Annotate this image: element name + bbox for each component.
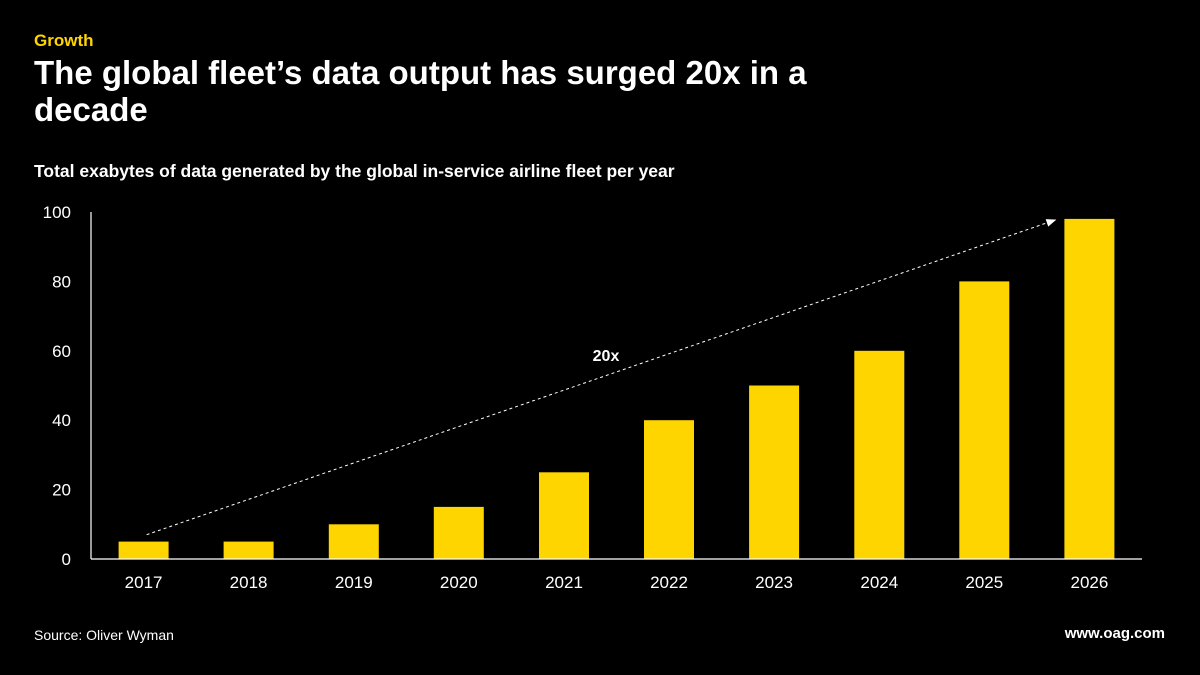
x-tick-label-2024: 2024	[860, 573, 898, 592]
bar-2021	[539, 472, 589, 560]
x-tick-label-2025: 2025	[965, 573, 1003, 592]
x-tick-label-2017: 2017	[125, 573, 163, 592]
bar-2025	[959, 281, 1010, 559]
x-tick-label-2018: 2018	[230, 573, 268, 592]
y-tick-label-60: 60	[52, 342, 71, 361]
bar-2018	[223, 541, 274, 559]
bar-2017	[118, 541, 169, 559]
y-tick-label-100: 100	[43, 203, 71, 222]
y-tick-label-20: 20	[52, 481, 71, 500]
source-note: Source: Oliver Wyman	[34, 627, 174, 643]
y-tick-label-80: 80	[52, 272, 71, 291]
chart-subtitle: Total exabytes of data generated by the …	[34, 161, 675, 181]
y-tick-label-0: 0	[62, 550, 71, 569]
y-tick-label-40: 40	[52, 411, 71, 430]
bar-2019	[328, 524, 379, 559]
page-title: The global fleet’s data output has surge…	[34, 54, 807, 128]
section-eyebrow: Growth	[34, 31, 94, 50]
bar-2024	[854, 350, 905, 559]
x-tick-label-2020: 2020	[440, 573, 478, 592]
x-tick-label-2021: 2021	[545, 573, 583, 592]
bar-2026	[1064, 218, 1115, 559]
bar-2020	[433, 506, 484, 559]
website-link[interactable]: www.oag.com	[1064, 625, 1165, 642]
bar-2023	[749, 385, 800, 559]
x-tick-label-2019: 2019	[335, 573, 373, 592]
growth-annotation-label: 20x	[593, 348, 620, 365]
growth-arrow	[146, 219, 1057, 536]
bar-2022	[644, 420, 694, 559]
x-tick-label-2023: 2023	[755, 573, 793, 592]
x-tick-label-2026: 2026	[1070, 573, 1108, 592]
x-tick-label-2022: 2022	[650, 573, 688, 592]
